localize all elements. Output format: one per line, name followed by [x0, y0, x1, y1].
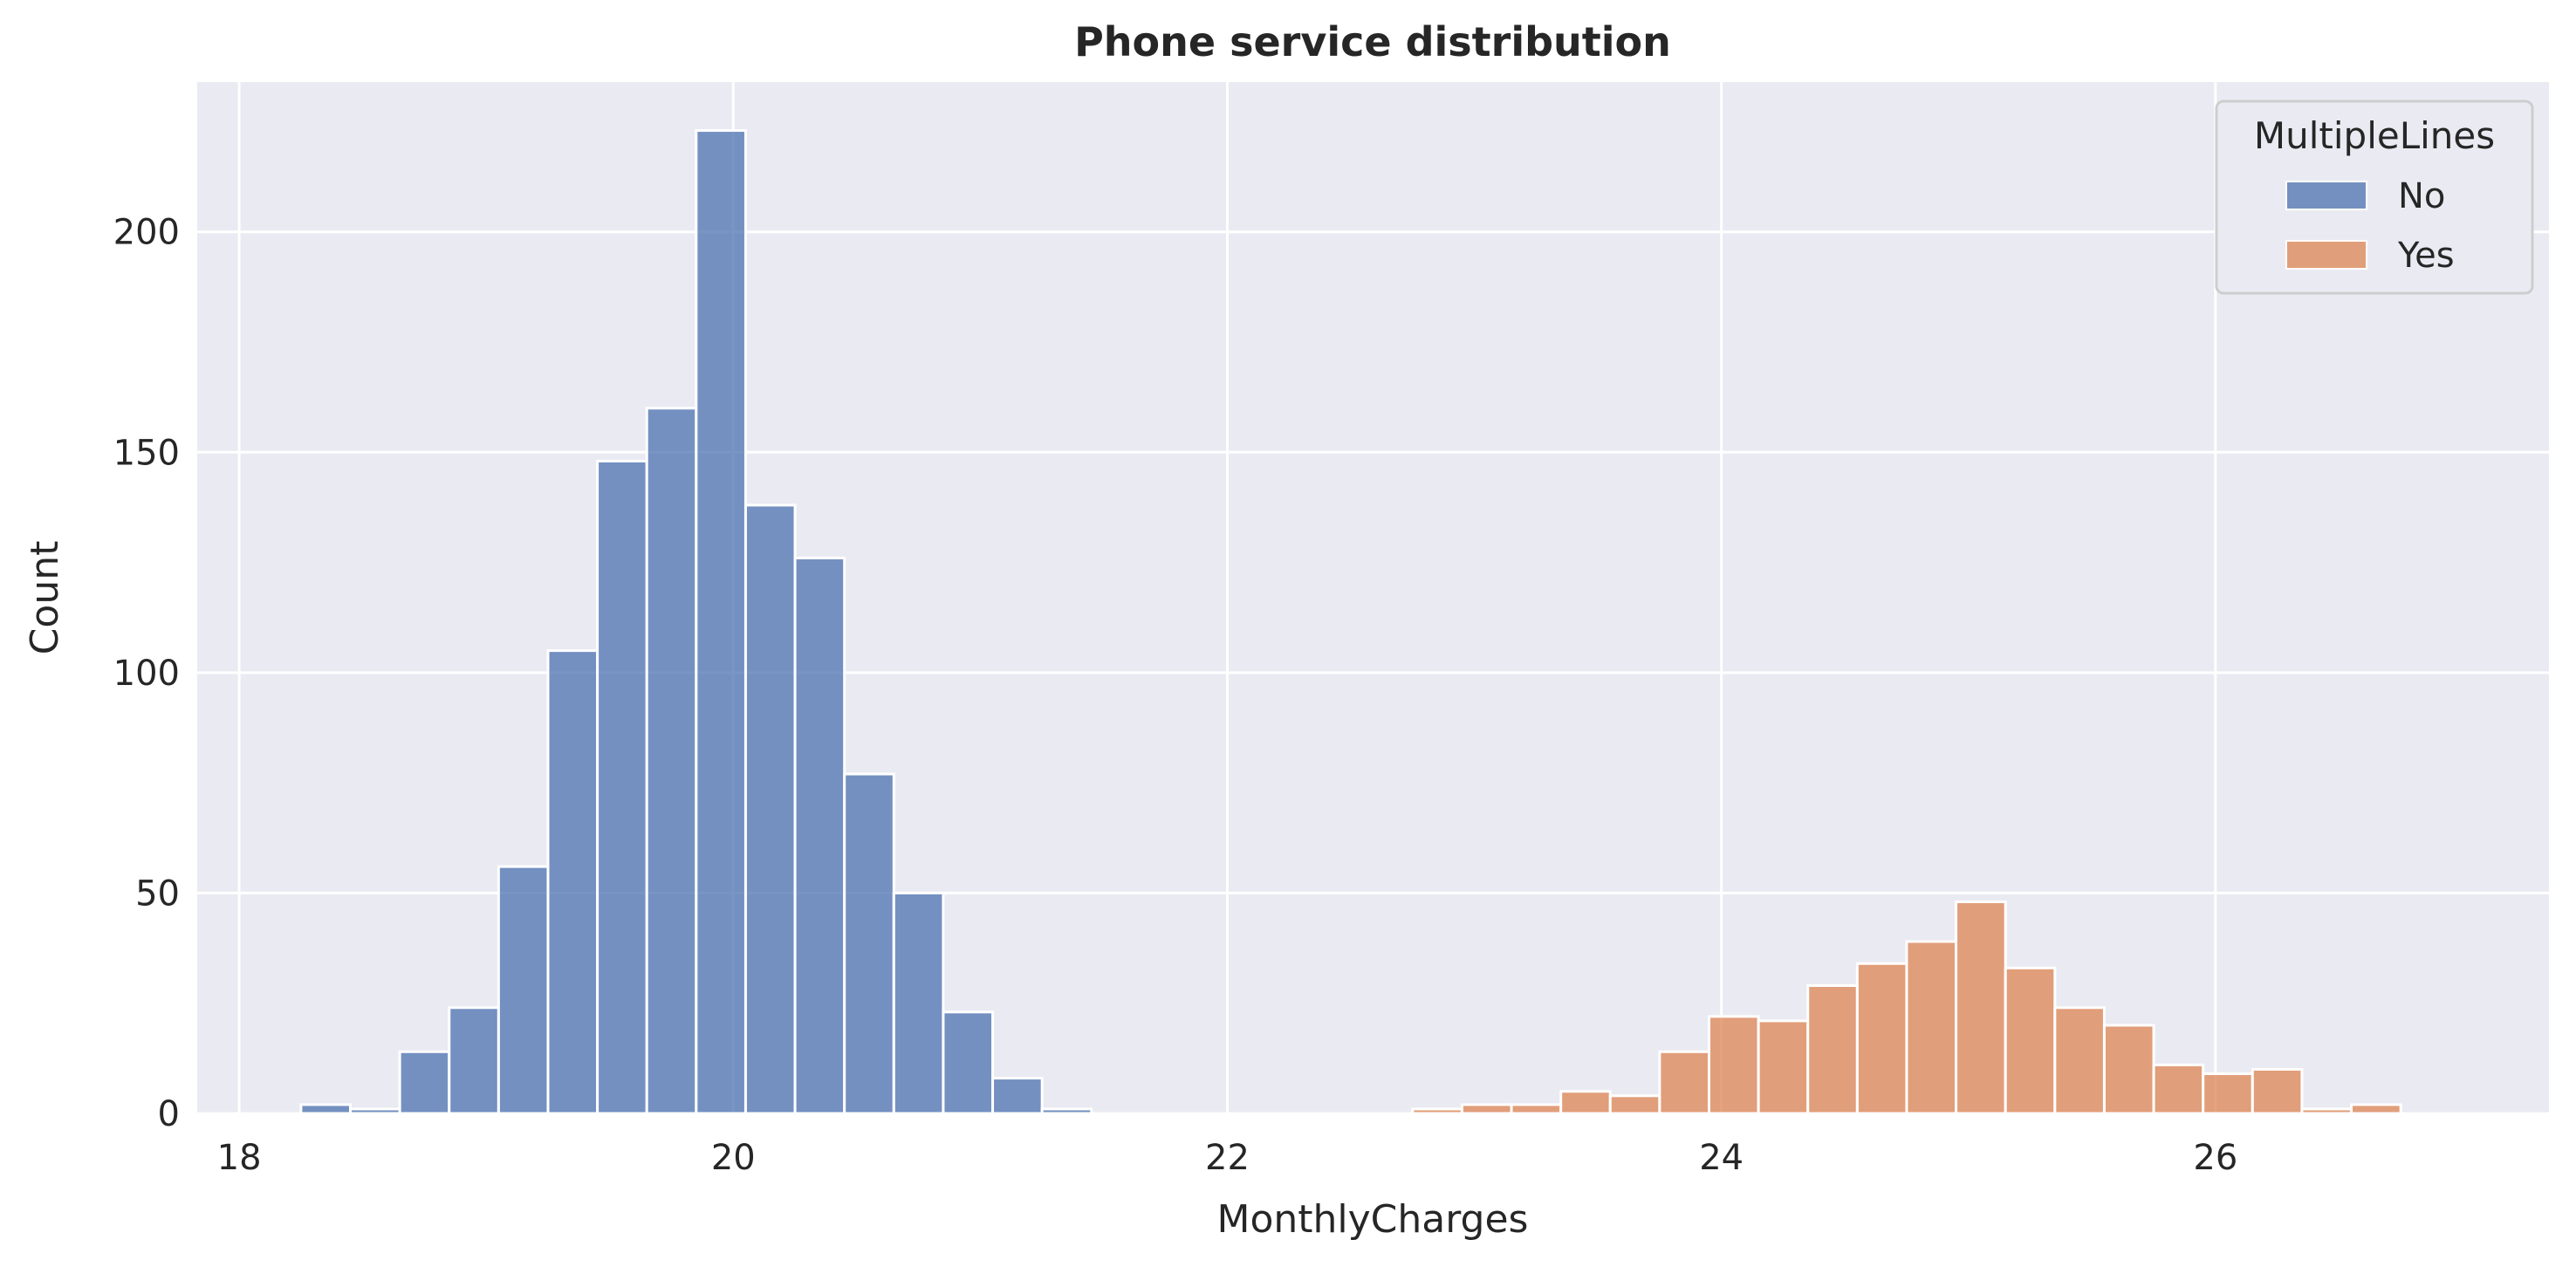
- legend: MultipleLines No Yes: [2215, 99, 2534, 295]
- bar-yes-22.95: [1460, 1103, 1513, 1115]
- bar-no-18.25: [299, 1103, 353, 1115]
- bar-yes-24.95: [1955, 901, 2007, 1115]
- x-tick-label: 24: [1699, 1138, 1744, 1178]
- chart-title: Phone service distribution: [1074, 18, 1671, 65]
- bar-yes-24.35: [1806, 984, 1859, 1115]
- y-tick-label: 200: [113, 213, 180, 253]
- bar-no-19.45: [596, 459, 648, 1115]
- x-axis-label: MonthlyCharges: [1217, 1197, 1529, 1242]
- bar-no-19.85: [695, 129, 747, 1115]
- y-tick-label: 50: [135, 873, 180, 914]
- bar-no-21.05: [991, 1077, 1044, 1115]
- legend-label-yes: Yes: [2397, 236, 2455, 276]
- bar-yes-23.75: [1658, 1050, 1710, 1115]
- bar-no-18.85: [448, 1006, 500, 1115]
- bar-yes-26.15: [2251, 1067, 2304, 1115]
- bar-no-20.65: [892, 891, 945, 1115]
- y-axis-label: Count: [23, 541, 67, 655]
- bar-no-19.05: [497, 865, 550, 1115]
- bar-no-21.25: [1040, 1107, 1093, 1115]
- bar-yes-26.35: [2300, 1107, 2353, 1115]
- y-tick-label: 150: [113, 433, 180, 473]
- bar-yes-23.35: [1559, 1090, 1612, 1115]
- bar-no-18.45: [349, 1107, 401, 1115]
- x-tick-label: 20: [711, 1138, 756, 1178]
- bar-no-20.45: [843, 772, 895, 1115]
- x-tick-label: 18: [217, 1138, 262, 1178]
- x-tick-label: 26: [2193, 1138, 2237, 1178]
- legend-swatch-no: [2285, 181, 2367, 210]
- bar-yes-24.75: [1905, 940, 1958, 1115]
- bar-no-18.65: [398, 1050, 451, 1115]
- bar-yes-23.55: [1608, 1094, 1661, 1115]
- bar-yes-24.55: [1855, 962, 1908, 1115]
- bar-no-20.05: [743, 503, 797, 1115]
- bar-yes-23.15: [1510, 1103, 1563, 1115]
- bar-no-19.65: [645, 407, 698, 1115]
- legend-title: MultipleLines: [2254, 114, 2495, 157]
- y-tick-label: 0: [158, 1094, 180, 1134]
- bar-yes-25.95: [2202, 1072, 2254, 1115]
- bar-yes-23.95: [1708, 1015, 1760, 1115]
- tick-labels: 18 20 22 24 26 0 50 100 150 200: [113, 213, 2238, 1178]
- legend-swatch-yes: [2285, 240, 2367, 270]
- bar-no-20.25: [793, 557, 846, 1115]
- bar-yes-25.35: [2053, 1006, 2106, 1115]
- bars: [299, 129, 2402, 1115]
- bar-no-19.25: [546, 649, 599, 1115]
- y-tick-label: 100: [113, 654, 180, 694]
- x-tick-label: 22: [1205, 1138, 1250, 1178]
- legend-label-no: No: [2398, 176, 2445, 216]
- bar-yes-25.55: [2102, 1024, 2155, 1115]
- bar-yes-25.75: [2152, 1063, 2205, 1115]
- bar-yes-24.15: [1757, 1019, 1810, 1115]
- bar-yes-22.75: [1411, 1107, 1463, 1115]
- bar-no-20.85: [942, 1010, 995, 1115]
- bar-yes-25.15: [2004, 966, 2057, 1115]
- bar-yes-26.55: [2350, 1103, 2402, 1115]
